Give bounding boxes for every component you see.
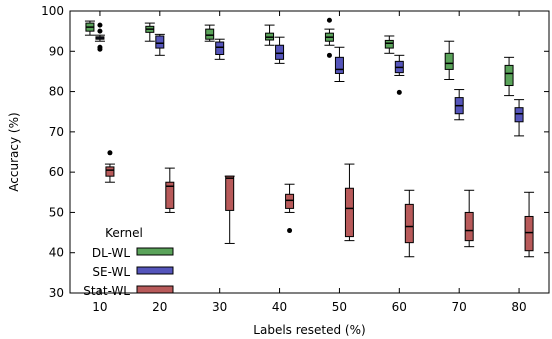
box bbox=[285, 193, 295, 209]
box bbox=[464, 211, 474, 242]
legend-swatch-dl-wl bbox=[136, 247, 174, 256]
x-tick-label: 20 bbox=[152, 300, 167, 314]
x-tick-label: 10 bbox=[92, 300, 107, 314]
y-tick-label: 100 bbox=[41, 4, 64, 18]
x-tick-label: 70 bbox=[452, 300, 467, 314]
box bbox=[215, 41, 225, 56]
box bbox=[334, 56, 344, 74]
y-tick-label: 90 bbox=[49, 44, 64, 58]
box-dl-wl-20 bbox=[144, 22, 155, 42]
box-dl-wl-40 bbox=[264, 24, 275, 46]
outlier-point bbox=[326, 17, 332, 23]
x-tick-label: 50 bbox=[332, 300, 347, 314]
box-dl-wl-70 bbox=[444, 40, 455, 80]
legend-label-stat-wl: Stat-WL bbox=[83, 284, 130, 298]
legend-swatch-stat-wl bbox=[136, 285, 174, 294]
box-stat-wl-80 bbox=[524, 191, 535, 258]
box bbox=[225, 175, 235, 211]
box-stat-wl-20 bbox=[164, 167, 175, 213]
box bbox=[404, 203, 414, 244]
box-se-wl-40 bbox=[274, 36, 285, 64]
box-dl-wl-80 bbox=[504, 56, 515, 97]
legend-label-se-wl: SE-WL bbox=[92, 265, 130, 279]
box bbox=[105, 166, 115, 177]
outlier-point bbox=[97, 46, 103, 52]
x-axis-label: Labels reseted (%) bbox=[253, 323, 365, 337]
legend-title: Kernel bbox=[105, 226, 143, 240]
box-se-wl-50 bbox=[334, 46, 345, 82]
box bbox=[524, 215, 534, 252]
outlier-point bbox=[396, 89, 402, 95]
box-se-wl-80 bbox=[514, 99, 525, 137]
series-stat-wl bbox=[104, 150, 535, 258]
box bbox=[384, 39, 394, 49]
box-se-wl-60 bbox=[394, 54, 405, 95]
y-tick-label: 70 bbox=[49, 125, 64, 139]
box-se-wl-10 bbox=[94, 22, 105, 52]
box bbox=[205, 28, 215, 40]
y-tick-label: 40 bbox=[49, 246, 64, 260]
box-stat-wl-60 bbox=[404, 189, 415, 258]
box-dl-wl-30 bbox=[204, 24, 215, 42]
y-axis-label: Accuracy (%) bbox=[7, 112, 21, 191]
box bbox=[275, 44, 285, 60]
y-tick-label: 60 bbox=[49, 165, 64, 179]
plot-frame bbox=[69, 10, 550, 294]
outlier-point bbox=[97, 22, 103, 28]
y-tick-label: 80 bbox=[49, 85, 64, 99]
box bbox=[514, 107, 524, 123]
box bbox=[155, 35, 165, 49]
legend-label-dl-wl: DL-WL bbox=[92, 246, 130, 260]
box-se-wl-20 bbox=[154, 33, 165, 56]
box bbox=[504, 64, 514, 87]
y-tick-label: 50 bbox=[49, 205, 64, 219]
series-dl-wl bbox=[84, 17, 515, 97]
legend-swatch-se-wl bbox=[136, 266, 174, 275]
series-se-wl bbox=[94, 22, 525, 137]
box bbox=[444, 52, 454, 70]
box bbox=[344, 187, 354, 238]
outlier-point bbox=[107, 150, 113, 156]
box-dl-wl-10 bbox=[84, 20, 95, 36]
y-axis-ticks: 30 40 50 60 70 80 90 100 bbox=[41, 4, 549, 300]
box bbox=[165, 181, 175, 209]
outlier-point bbox=[287, 228, 293, 234]
box-stat-wl-30 bbox=[224, 175, 235, 244]
box-stat-wl-10 bbox=[104, 150, 115, 183]
x-tick-label: 60 bbox=[392, 300, 407, 314]
box-stat-wl-70 bbox=[464, 189, 475, 248]
y-tick-label: 30 bbox=[49, 286, 64, 300]
outlier-point bbox=[97, 28, 103, 34]
box-se-wl-30 bbox=[214, 38, 225, 60]
x-tick-label: 40 bbox=[272, 300, 287, 314]
x-axis-ticks: 10 20 30 40 50 60 70 80 bbox=[92, 11, 527, 314]
box-dl-wl-60 bbox=[384, 35, 395, 54]
plot-area bbox=[84, 17, 535, 258]
x-tick-label: 80 bbox=[511, 300, 526, 314]
box-stat-wl-40 bbox=[284, 183, 295, 234]
x-tick-label: 30 bbox=[212, 300, 227, 314]
outlier-point bbox=[326, 52, 332, 58]
legend: Kernel DL-WL SE-WL Stat-WL bbox=[83, 226, 174, 298]
box-dl-wl-50 bbox=[324, 17, 335, 58]
box-se-wl-70 bbox=[454, 89, 465, 121]
box-stat-wl-50 bbox=[344, 163, 355, 242]
